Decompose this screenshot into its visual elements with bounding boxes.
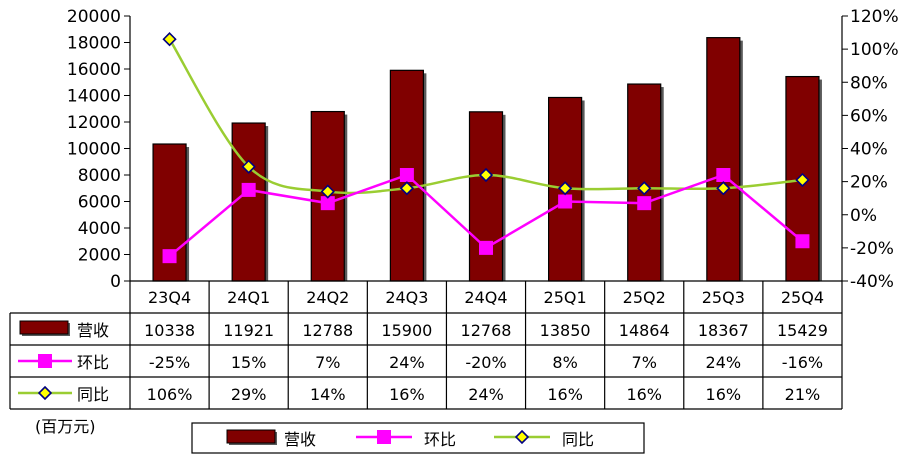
- table-cell: 14%: [310, 385, 346, 404]
- table-cell: 16%: [706, 385, 742, 404]
- right-axis-tick-label: -20%: [850, 239, 894, 259]
- legend-label-revenue: 营收: [284, 430, 316, 449]
- table-cell: -25%: [149, 353, 190, 372]
- table-cell: 16%: [389, 385, 425, 404]
- qoq-point: [162, 249, 177, 264]
- table-key-qoq-marker: [38, 354, 52, 368]
- yoy-point: [716, 181, 731, 196]
- table-cell: 11921: [223, 321, 274, 340]
- table-cell: 106%: [147, 385, 193, 404]
- table-row-header-qoq: 环比: [77, 353, 109, 372]
- legend-key-revenue: [226, 429, 276, 444]
- revenue-bar: [706, 37, 741, 282]
- table-cell: 16%: [626, 385, 662, 404]
- right-axis-tick-label: 60%: [850, 106, 888, 126]
- category-label: 23Q4: [148, 288, 191, 307]
- left-axis-tick-label: 4000: [78, 219, 121, 239]
- legend-key-yoy-marker: [514, 429, 530, 445]
- table-key-yoy-marker: [37, 385, 53, 401]
- qoq-point: [558, 194, 573, 209]
- category-label: 24Q4: [464, 288, 507, 307]
- table-row-header-yoy: 同比: [77, 385, 109, 404]
- yoy-point: [637, 181, 652, 196]
- table-cell: 18367: [698, 321, 749, 340]
- qoq-point: [399, 168, 414, 182]
- table-cell: 24%: [706, 353, 742, 372]
- table-cell: 29%: [231, 385, 267, 404]
- category-label: 24Q3: [385, 288, 428, 307]
- yoy-point: [795, 172, 810, 188]
- left-axis-tick-label: 2000: [78, 246, 121, 266]
- right-axis-tick-label: 100%: [850, 40, 899, 60]
- table-cell: 15900: [381, 321, 432, 340]
- table-cell: -16%: [782, 353, 823, 372]
- yoy-point: [557, 181, 573, 196]
- table-cell: 15%: [231, 353, 267, 372]
- right-axis-tick-label: 20%: [850, 173, 888, 193]
- category-label: 24Q2: [306, 288, 349, 307]
- unit-label: (百万元): [35, 417, 96, 436]
- yoy-point: [478, 167, 494, 183]
- table-cell: 7%: [632, 353, 657, 372]
- yoy-point: [320, 184, 335, 199]
- table-key-revenue: [19, 320, 69, 335]
- category-label: 25Q2: [623, 288, 666, 307]
- qoq-point: [716, 168, 731, 182]
- yoy-point: [399, 181, 415, 196]
- table-cell: 24%: [468, 385, 504, 404]
- left-axis-tick-label: 12000: [67, 113, 121, 133]
- qoq-point: [637, 196, 652, 211]
- table-cell: 8%: [552, 353, 577, 372]
- table-cell: 16%: [547, 385, 583, 404]
- table-cell: 12768: [461, 321, 512, 340]
- category-label: 25Q4: [781, 288, 824, 307]
- left-axis-tick-label: 20000: [67, 7, 121, 27]
- table-cell: 13850: [540, 321, 591, 340]
- left-axis-tick-label: 0: [110, 272, 121, 292]
- table-cell: 12788: [302, 321, 353, 340]
- right-axis-tick-label: 40%: [850, 140, 888, 160]
- right-axis-tick-label: 0%: [850, 206, 877, 226]
- left-axis-tick-label: 10000: [67, 140, 121, 160]
- qoq-point: [241, 182, 256, 197]
- table-row-header-revenue: 营收: [77, 321, 109, 340]
- left-axis-tick-label: 6000: [78, 193, 121, 213]
- legend-label-yoy: 同比: [562, 430, 594, 449]
- right-axis-tick-label: -40%: [850, 272, 894, 292]
- table-cell: 15429: [777, 321, 828, 340]
- category-label: 24Q1: [227, 288, 270, 307]
- category-label: 25Q3: [702, 288, 745, 307]
- qoq-point: [795, 234, 810, 249]
- table-cell: 14864: [619, 321, 670, 340]
- table-cell: 21%: [785, 385, 821, 404]
- table-cell: 24%: [389, 353, 425, 372]
- category-label: 25Q1: [544, 288, 587, 307]
- right-axis-tick-label: 120%: [850, 7, 899, 27]
- qoq-point: [479, 240, 493, 255]
- left-axis-tick-label: 18000: [67, 34, 121, 54]
- yoy-point: [162, 32, 177, 47]
- revenue-bar: [231, 122, 266, 282]
- table-cell: 10338: [144, 321, 195, 340]
- table-cell: 7%: [315, 353, 340, 372]
- revenue-bar: [468, 111, 504, 282]
- right-axis-tick-label: 80%: [850, 73, 888, 93]
- legend-label-qoq: 环比: [424, 430, 456, 449]
- left-axis-tick-label: 16000: [67, 60, 121, 80]
- left-axis-tick-label: 8000: [78, 166, 121, 186]
- qoq-point: [320, 196, 335, 211]
- table-cell: -20%: [465, 353, 506, 372]
- left-axis-tick-label: 14000: [67, 87, 121, 107]
- yoy-point: [241, 159, 256, 174]
- legend-key-qoq-marker: [377, 430, 391, 444]
